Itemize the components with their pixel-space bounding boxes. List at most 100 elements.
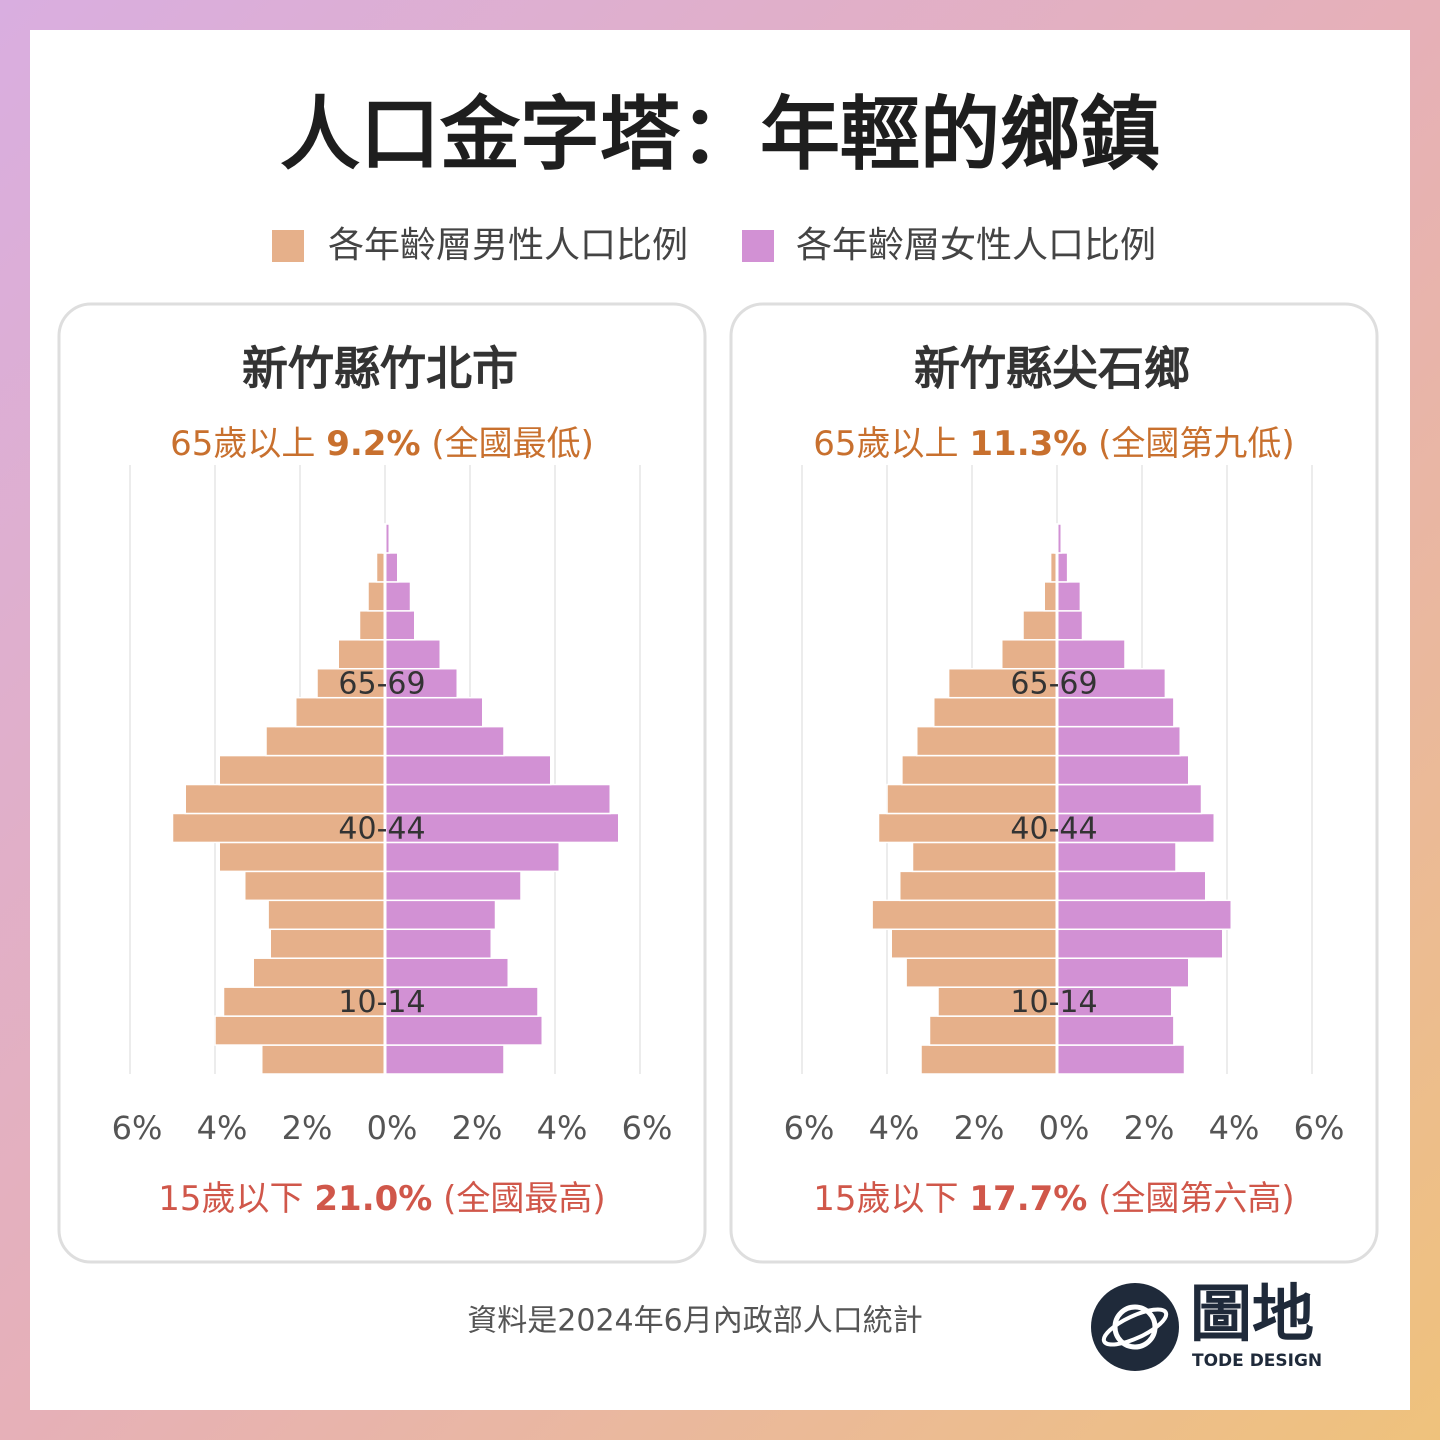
bar	[1056, 696, 1175, 728]
logo-subtitle: TODE DESIGN	[1192, 1351, 1322, 1371]
bar	[358, 610, 386, 641]
bar	[252, 957, 386, 988]
bar	[1056, 610, 1084, 641]
bar	[901, 754, 1058, 786]
bar	[933, 696, 1058, 728]
bar	[1056, 870, 1207, 902]
bar	[261, 1044, 386, 1075]
category-label: 40-44	[1010, 811, 1097, 846]
x-tick-label: 4%	[1209, 1109, 1260, 1147]
bar	[1056, 928, 1224, 959]
plots: 10-14 40-44 65-69 6% 4% 2% 0% 2% 4% 6% 10-14 40-44 6…	[112, 465, 1345, 1147]
bar	[916, 725, 1058, 757]
bar	[1056, 725, 1181, 757]
bar	[1022, 610, 1058, 641]
category-label: 40-44	[338, 811, 425, 846]
chart-title: 新竹縣尖石鄉	[914, 342, 1190, 396]
top-note: 65歲以上 9.2% (全國最低)	[170, 424, 594, 464]
bar	[384, 610, 416, 641]
note-value: 11.3%	[969, 424, 1087, 464]
x-tick-label: 2%	[452, 1109, 503, 1147]
logo-badge	[1091, 1283, 1179, 1371]
note-value: 17.7%	[969, 1179, 1087, 1219]
legend-swatch	[272, 230, 304, 262]
bar	[384, 783, 611, 815]
x-tick-label: 6%	[622, 1109, 673, 1147]
x-tick-label: 6%	[784, 1109, 835, 1147]
bar	[920, 1044, 1058, 1075]
bar	[218, 754, 386, 786]
bar	[1043, 581, 1058, 612]
note-text: (全國第六高)	[1098, 1179, 1295, 1219]
x-tick-label: 2%	[954, 1109, 1005, 1147]
bar	[1056, 957, 1190, 988]
x-tick-label: 0%	[367, 1109, 418, 1147]
bar	[928, 1015, 1058, 1046]
x-tick-label: 2%	[1124, 1109, 1175, 1147]
bar	[384, 639, 441, 670]
bar	[384, 899, 497, 931]
bar	[214, 1015, 386, 1046]
category-label: 10-14	[338, 985, 425, 1020]
category-label: 65-69	[1010, 667, 1097, 702]
bar	[384, 1015, 543, 1046]
bar	[244, 870, 386, 902]
bar	[184, 783, 386, 815]
legend-label: 各年齡層女性人口比例	[796, 225, 1156, 266]
bar	[1056, 1015, 1175, 1046]
bar	[1056, 581, 1082, 612]
bar	[1056, 841, 1177, 873]
bar	[384, 1044, 505, 1075]
bar	[886, 783, 1058, 815]
x-tick-label: 0%	[1039, 1109, 1090, 1147]
note-value: 9.2%	[326, 424, 420, 464]
bar	[384, 870, 522, 902]
bar	[269, 928, 386, 959]
bar	[911, 841, 1058, 873]
bar	[877, 812, 1058, 844]
bar	[1056, 812, 1215, 844]
bottom-note: 15歲以下 21.0% (全國最高)	[158, 1179, 605, 1219]
note-value: 21.0%	[314, 1179, 432, 1219]
note-text: (全國最高)	[443, 1179, 606, 1219]
bar	[295, 696, 386, 728]
source-note: 資料是2024年6月內政部人口統計	[467, 1304, 922, 1339]
top-note: 65歲以上 11.3% (全國第九低)	[813, 424, 1294, 464]
bar	[947, 667, 1058, 699]
bar	[384, 841, 560, 873]
bar	[899, 870, 1058, 902]
legend-label: 各年齡層男性人口比例	[328, 225, 688, 266]
logo-name: 圖地	[1190, 1277, 1314, 1350]
bar	[1001, 639, 1058, 670]
bar	[1056, 1044, 1186, 1075]
bar	[1056, 754, 1190, 786]
bar	[1056, 783, 1203, 815]
category-label: 65-69	[338, 667, 425, 702]
bar	[384, 552, 399, 583]
bar	[267, 899, 386, 931]
bar	[384, 928, 492, 959]
x-tick-label: 6%	[112, 1109, 163, 1147]
category-label: 10-14	[1010, 985, 1097, 1020]
logo-ring	[1101, 1307, 1169, 1347]
bar	[337, 639, 386, 670]
bar	[384, 957, 509, 988]
note-text: 65歲以上	[813, 424, 958, 464]
chart-title: 新竹縣竹北市	[242, 342, 518, 396]
legend-swatch	[742, 230, 774, 262]
bar	[384, 581, 412, 612]
bar	[367, 581, 386, 612]
x-tick-label: 4%	[537, 1109, 588, 1147]
logo: 圖地 TODE DESIGN	[1091, 1277, 1322, 1371]
note-text: (全國最低)	[431, 424, 594, 464]
x-tick-label: 2%	[282, 1109, 333, 1147]
note-text: 65歲以上	[170, 424, 315, 464]
bottom-note: 15歲以下 17.7% (全國第六高)	[813, 1179, 1294, 1219]
bar	[1056, 552, 1069, 583]
bar	[384, 725, 505, 757]
bar	[905, 957, 1058, 988]
x-tick-label: 6%	[1294, 1109, 1345, 1147]
bar	[218, 841, 386, 873]
